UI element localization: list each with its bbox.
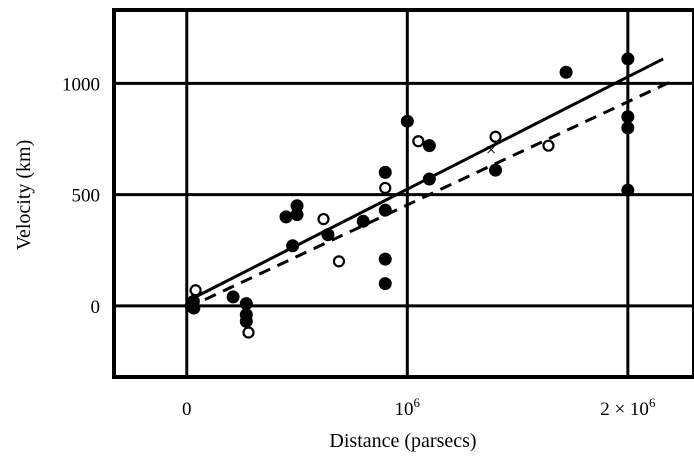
x-tick-label-0: 0 <box>182 399 192 420</box>
filled-point-2 <box>186 294 200 308</box>
filled-point-17 <box>400 114 414 128</box>
filled-point-4 <box>239 297 253 311</box>
filled-point-20 <box>489 163 503 177</box>
annotations: × <box>486 140 497 161</box>
filled-point-15 <box>378 252 392 266</box>
y-tick-labels: 0 500 1000 <box>62 74 100 317</box>
data-points <box>184 52 635 339</box>
filled-point-25 <box>621 183 635 197</box>
open-point-7 <box>542 139 555 152</box>
filled-point-18 <box>422 172 436 186</box>
filled-point-11 <box>321 228 335 242</box>
filled-point-12 <box>356 214 370 228</box>
y-tick-label-0: 0 <box>91 297 101 318</box>
filled-point-19 <box>422 139 436 153</box>
y-tick-label-1: 500 <box>72 186 101 207</box>
filled-point-21 <box>559 65 573 79</box>
open-point-3 <box>332 255 346 268</box>
x-tick-label-2: 2 × 106 <box>600 395 656 420</box>
trend-line-dashed <box>186 79 673 310</box>
open-point-1 <box>242 326 255 339</box>
filled-point-24 <box>621 121 635 135</box>
filled-point-23 <box>621 110 635 124</box>
open-point-4 <box>379 181 392 195</box>
open-point-2 <box>317 212 330 226</box>
open-point-0 <box>189 284 202 297</box>
annotation-mark-0: × <box>486 140 497 161</box>
filled-point-9 <box>290 199 304 213</box>
filled-point-22 <box>621 52 635 66</box>
filled-point-13 <box>378 165 392 179</box>
grid-lines <box>114 10 694 377</box>
x-tick-label-1: 106 <box>395 395 421 420</box>
filled-point-10 <box>286 239 300 253</box>
filled-point-3 <box>226 290 240 304</box>
x-axis-title: Distance (parsecs) <box>329 430 476 452</box>
open-point-5 <box>412 135 425 148</box>
filled-point-14 <box>378 203 392 217</box>
x-tick-labels: 0 106 2 × 106 <box>182 395 656 420</box>
plot-frame <box>112 8 694 379</box>
filled-point-7 <box>279 210 293 224</box>
open-point-6 <box>489 130 502 143</box>
y-axis-title: Velocity (km) <box>13 140 35 251</box>
filled-point-16 <box>378 277 392 291</box>
filled-point-6 <box>239 314 253 328</box>
y-tick-label-2: 1000 <box>62 74 100 95</box>
